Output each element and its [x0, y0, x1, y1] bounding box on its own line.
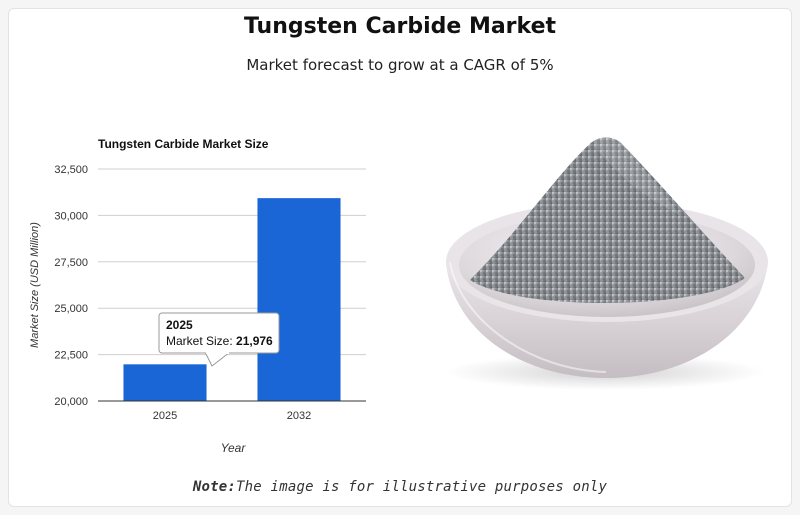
tooltip-value: 21,976 [236, 334, 273, 348]
note-label: Note: [192, 479, 237, 495]
y-tick-label: 30,000 [54, 210, 88, 222]
y-axis-label: Market Size (USD Million) [29, 222, 41, 348]
svg-text:Market Size: 21,976: Market Size: 21,976 [166, 334, 273, 348]
y-tick-label: 25,000 [54, 303, 88, 315]
x-axis-label: Year [221, 441, 247, 455]
bar-2025[interactable] [123, 364, 207, 401]
powder-bowl-image [445, 137, 768, 390]
bar-tooltip: 2025 Market Size: 21,976 [158, 312, 280, 367]
chart-title: Tungsten Carbide Market Size [98, 137, 269, 151]
note-text: The image is for illustrative purposes o… [236, 479, 608, 495]
tooltip-pointer [204, 351, 232, 367]
tooltip-label: Market Size: [166, 334, 236, 348]
illustrative-note: Note:The image is for illustrative purpo… [0, 479, 800, 495]
bar-2032[interactable] [257, 198, 341, 401]
y-tick-label: 32,500 [54, 164, 88, 176]
x-tick-label: 2025 [153, 410, 177, 422]
page-title: Tungsten Carbide Market [243, 14, 557, 39]
x-tick-label: 2032 [287, 410, 311, 422]
y-tick-label: 22,500 [54, 350, 88, 362]
tooltip-year: 2025 [166, 318, 193, 332]
y-tick-label: 27,500 [54, 257, 88, 269]
page-subtitle: Market forecast to grow at a CAGR of 5% [246, 56, 554, 74]
y-tick-label: 20,000 [54, 396, 88, 408]
